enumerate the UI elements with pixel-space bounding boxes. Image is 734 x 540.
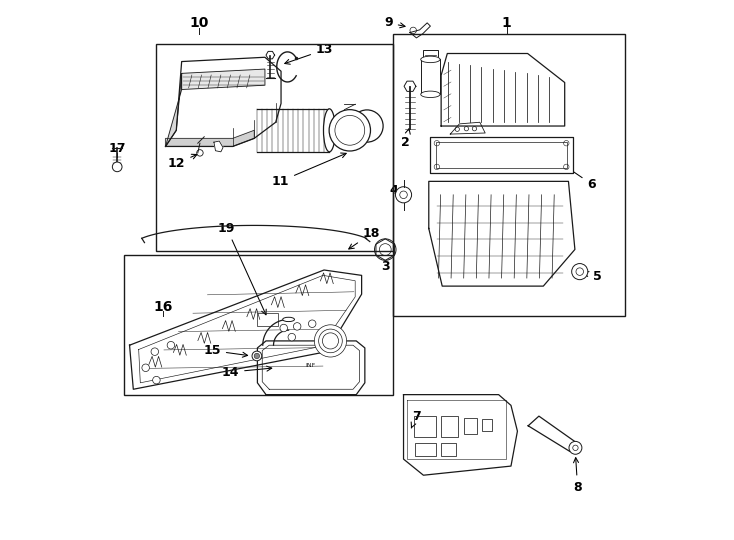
- Polygon shape: [214, 141, 223, 152]
- Text: 12: 12: [168, 154, 197, 170]
- Text: INF: INF: [305, 363, 316, 368]
- Circle shape: [252, 351, 262, 361]
- Ellipse shape: [421, 56, 440, 63]
- Text: 6: 6: [564, 166, 596, 191]
- Polygon shape: [410, 23, 430, 38]
- Bar: [393, 33, 625, 316]
- Circle shape: [308, 320, 316, 327]
- Bar: [430, 137, 573, 173]
- Circle shape: [288, 333, 296, 341]
- Text: 3: 3: [381, 253, 390, 273]
- Polygon shape: [166, 73, 181, 146]
- Bar: [257, 313, 278, 326]
- Polygon shape: [129, 270, 362, 389]
- Bar: [156, 44, 393, 251]
- Ellipse shape: [324, 109, 335, 152]
- Text: 15: 15: [203, 344, 247, 357]
- Bar: [423, 50, 438, 60]
- Circle shape: [572, 264, 588, 280]
- Bar: [441, 443, 456, 456]
- Text: 8: 8: [573, 458, 582, 494]
- Circle shape: [112, 162, 122, 172]
- Bar: [124, 255, 393, 395]
- Polygon shape: [257, 109, 330, 152]
- Text: 18: 18: [349, 227, 380, 249]
- Circle shape: [153, 376, 160, 384]
- Circle shape: [322, 333, 338, 349]
- Circle shape: [314, 325, 346, 357]
- Circle shape: [396, 187, 412, 203]
- Text: 10: 10: [189, 16, 209, 30]
- Bar: [482, 420, 492, 431]
- Polygon shape: [166, 130, 254, 146]
- Circle shape: [294, 322, 301, 330]
- Bar: [441, 416, 458, 436]
- Circle shape: [319, 329, 342, 353]
- Circle shape: [151, 348, 159, 355]
- Polygon shape: [429, 181, 575, 286]
- Bar: [464, 418, 477, 434]
- Bar: [436, 142, 567, 168]
- Polygon shape: [404, 395, 517, 475]
- Polygon shape: [441, 53, 564, 126]
- Ellipse shape: [421, 91, 440, 98]
- Circle shape: [569, 441, 582, 454]
- Text: 17: 17: [109, 142, 126, 155]
- Polygon shape: [181, 69, 265, 90]
- Polygon shape: [421, 59, 440, 94]
- Bar: [414, 416, 436, 436]
- Polygon shape: [450, 122, 485, 134]
- Text: 7: 7: [411, 410, 421, 428]
- Text: 19: 19: [218, 221, 266, 315]
- Text: 13: 13: [285, 43, 333, 64]
- Circle shape: [329, 110, 371, 151]
- Circle shape: [142, 364, 150, 372]
- Circle shape: [167, 341, 175, 349]
- Polygon shape: [528, 416, 579, 451]
- Text: 5: 5: [584, 270, 601, 283]
- Text: 1: 1: [502, 16, 512, 30]
- Polygon shape: [258, 341, 365, 395]
- Polygon shape: [166, 57, 281, 146]
- Circle shape: [374, 239, 396, 260]
- Circle shape: [254, 353, 260, 359]
- Text: 11: 11: [272, 153, 346, 188]
- Text: 16: 16: [153, 300, 172, 314]
- Ellipse shape: [283, 318, 294, 322]
- Text: 14: 14: [222, 366, 272, 379]
- Bar: [415, 443, 436, 456]
- Text: 4: 4: [390, 184, 403, 201]
- Circle shape: [351, 110, 383, 142]
- Circle shape: [280, 324, 288, 332]
- Text: 9: 9: [384, 16, 405, 29]
- Text: 2: 2: [401, 129, 410, 148]
